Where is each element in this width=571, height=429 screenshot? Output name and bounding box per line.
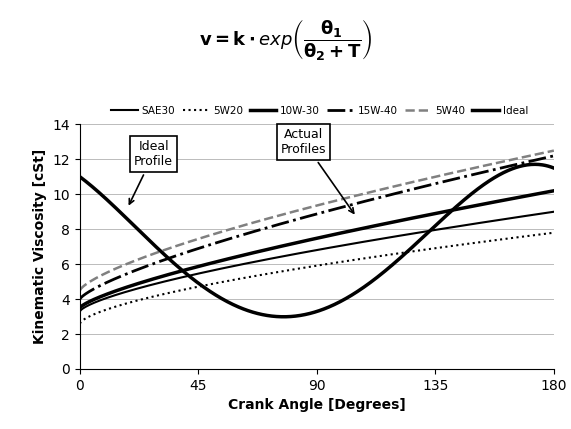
5W20 <box>465 241 472 246</box>
SAE30 <box>465 222 472 227</box>
10W-30 <box>301 238 308 243</box>
10W-30 <box>550 188 557 193</box>
15W-40 <box>550 153 557 158</box>
Line: Ideal: Ideal <box>80 164 554 317</box>
10W-30 <box>359 226 365 231</box>
5W40 <box>77 288 83 293</box>
Ideal <box>305 311 312 316</box>
Text: Actual
Profiles: Actual Profiles <box>281 128 354 213</box>
10W-30 <box>539 190 546 196</box>
5W40 <box>550 148 557 153</box>
SAE30 <box>550 209 557 214</box>
5W20 <box>301 265 308 270</box>
Text: $\mathbf{v = k \cdot \mathit{exp}}\left(\dfrac{\mathbf{\theta_1}}{\mathbf{\theta: $\mathbf{v = k \cdot \mathit{exp}}\left(… <box>199 17 372 62</box>
Legend: SAE30, 5W20, 10W-30, 15W-40, 5W40, Ideal: SAE30, 5W20, 10W-30, 15W-40, 5W40, Ideal <box>107 102 532 120</box>
Ideal <box>466 193 473 198</box>
5W40 <box>465 167 472 172</box>
5W40 <box>359 192 365 197</box>
Ideal <box>532 162 538 167</box>
SAE30 <box>359 239 365 245</box>
15W-40 <box>333 206 340 211</box>
Ideal <box>77 174 83 179</box>
5W40 <box>333 198 340 203</box>
5W20 <box>550 230 557 235</box>
Ideal <box>303 312 309 317</box>
5W20 <box>359 256 365 261</box>
SAE30 <box>539 211 546 216</box>
10W-30 <box>77 305 83 311</box>
Line: SAE30: SAE30 <box>80 212 554 311</box>
15W-40 <box>359 199 365 205</box>
Line: 15W-40: 15W-40 <box>80 156 554 299</box>
SAE30 <box>301 250 308 255</box>
5W20 <box>77 321 83 326</box>
10W-30 <box>465 205 472 210</box>
5W40 <box>301 206 308 211</box>
5W40 <box>304 205 311 210</box>
Line: 5W20: 5W20 <box>80 233 554 323</box>
X-axis label: Crank Angle [Degrees]: Crank Angle [Degrees] <box>228 398 406 412</box>
15W-40 <box>77 296 83 302</box>
10W-30 <box>333 231 340 236</box>
SAE30 <box>304 249 311 254</box>
15W-40 <box>465 173 472 178</box>
Y-axis label: Kinematic Viscosity [cSt]: Kinematic Viscosity [cSt] <box>33 149 47 344</box>
Ideal <box>280 314 287 319</box>
Ideal <box>541 163 548 168</box>
Text: Ideal
Profile: Ideal Profile <box>129 140 173 204</box>
5W20 <box>304 265 311 270</box>
SAE30 <box>333 244 340 249</box>
5W40 <box>539 151 546 156</box>
SAE30 <box>77 309 83 314</box>
15W-40 <box>539 156 546 161</box>
5W20 <box>539 232 546 237</box>
10W-30 <box>304 238 311 243</box>
Line: 5W40: 5W40 <box>80 151 554 290</box>
Ideal <box>334 301 341 306</box>
5W20 <box>333 260 340 265</box>
Ideal <box>550 166 557 171</box>
15W-40 <box>304 214 311 219</box>
Line: 10W-30: 10W-30 <box>80 191 554 308</box>
15W-40 <box>301 214 308 220</box>
Ideal <box>360 285 367 290</box>
